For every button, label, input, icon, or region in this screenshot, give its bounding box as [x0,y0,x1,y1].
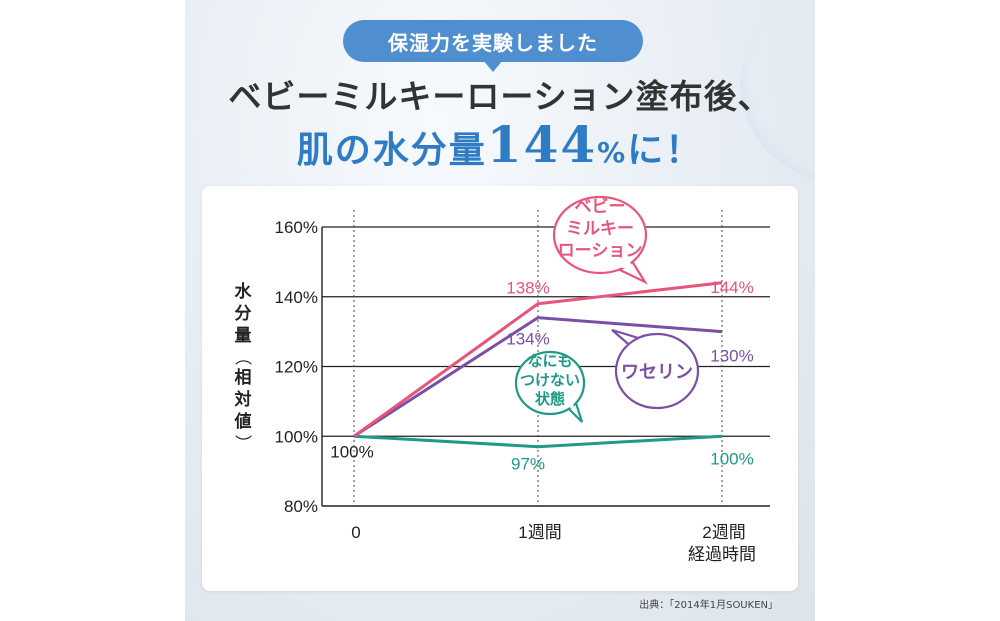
y-tick-label: 80% [284,497,318,516]
y-tick-label: 100% [275,427,318,446]
y-axis-title-char: 値 [234,411,252,431]
headline-prefix: 肌の水分量 [296,130,487,171]
data-label: 100% [710,449,753,468]
bubble-text-line: ワセリン [621,362,693,382]
experiment-badge: 保湿力を実験しました [343,20,643,62]
y-axis-title-char: （ [233,349,252,366]
bubble-tail-mask [618,262,634,270]
y-tick-label: 140% [275,288,318,307]
x-tick-label: 1週間 [518,523,561,542]
source-note: 出典：「2014年1月SOUKEN」 [639,600,778,611]
x-tick-label: 2週間 [702,523,745,542]
y-axis-title-char: ） [233,435,252,452]
data-label: 130% [710,347,753,366]
bubble-text-line: 状態 [535,390,565,408]
headline-percent: % [597,136,628,169]
y-axis-title-char: 対 [234,389,252,409]
legend-bubble-0: ベビーミルキーローション [552,195,648,285]
legend-bubble-1: ワセリン [611,328,700,410]
y-tick-label: 160% [275,218,318,237]
series-line-0 [353,281,723,438]
data-label: 100% [330,442,373,461]
y-axis-title-char: 水 [235,281,253,301]
chart-card [202,186,798,591]
headline-line1: ベビーミルキーローション塗布後、 [228,77,772,116]
y-axis-title-char: 量 [235,325,252,345]
bubble-tail-mask [632,342,642,352]
bubble-tail-mask [566,402,574,410]
badge-pointer [483,60,503,72]
headline-number: 144 [486,115,598,174]
data-label: 138% [506,279,549,298]
bubble-text-line: なにも [527,353,572,370]
y-axis-title-char: 相 [235,367,252,387]
bubble-text-line: ローション [558,241,643,260]
series-line-2 [353,434,723,449]
bubble-text-line: ミルキー [566,219,634,238]
series-line-1 [353,316,723,438]
y-tick-label: 120% [275,358,318,377]
bubble-text-line: ベビー [575,197,626,216]
headline-line2: 肌の水分量144%に！ [185,115,815,174]
data-label: 134% [506,330,549,349]
data-label: 97% [511,455,545,474]
x-tick-label: 0 [351,523,360,542]
data-label: 144% [710,278,753,297]
y-axis-title-char: 分 [235,304,252,323]
x-axis-title: 経過時間 [688,545,756,564]
bubble-body [552,195,648,275]
bubble-body [614,332,700,410]
headline-suffix: に！ [627,130,704,171]
bubble-body [514,350,586,416]
bubble-text-line: つけない [520,372,580,389]
